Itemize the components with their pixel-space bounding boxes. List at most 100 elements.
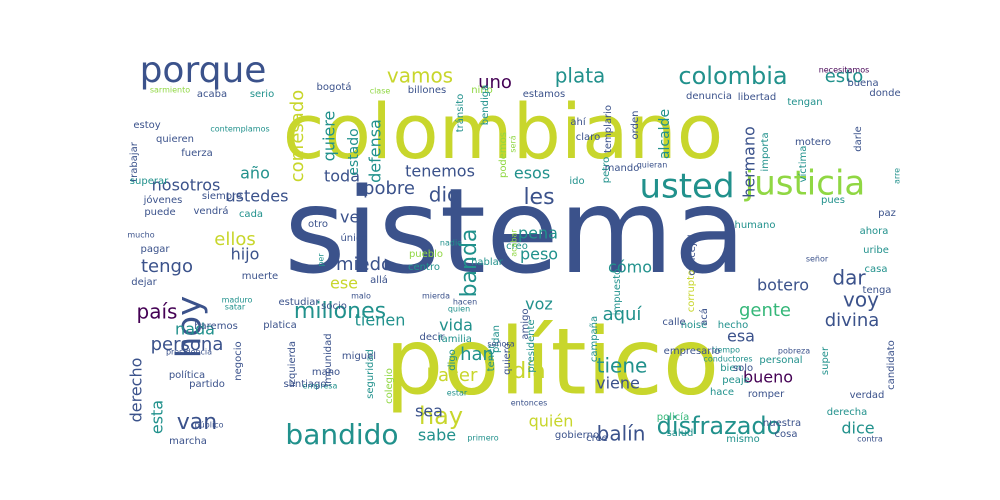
cloud-word: hacen [453,298,477,307]
cloud-word: arre [893,168,902,184]
cloud-word: gobierno [555,430,599,441]
cloud-word: nadie [440,239,462,248]
cloud-word: bendiga [480,85,491,125]
cloud-word: nada [175,320,215,339]
cloud-word: policía [657,411,689,423]
cloud-word: tengan [787,97,822,108]
cloud-word: ellos [214,229,255,250]
cloud-word: país [137,300,178,324]
cloud-word: político [385,308,719,415]
cloud-word: importa [760,132,771,171]
cloud-word: clase [370,87,391,96]
cloud-word: uribe [863,245,889,256]
cloud-word: millones [294,299,386,324]
cloud-word: bueno [743,368,793,387]
cloud-word: colombia [678,62,787,90]
cloud-word: uno [478,72,512,93]
cloud-word: haremos [194,321,238,332]
cloud-word: esa [727,327,755,346]
cloud-word: víctima [797,146,809,183]
cloud-word: bien [720,363,742,374]
cloud-word: tenga [863,285,892,296]
cloud-word: año [240,164,270,183]
cloud-word: toda [324,167,360,186]
cloud-word: pidan [491,325,502,353]
cloud-word: señora [487,340,514,349]
cloud-word: colombiano [283,87,724,176]
cloud-word: dar [832,266,866,290]
cloud-word: acabar [510,229,519,257]
cloud-word: bandido [285,418,398,450]
cloud-word: nuestra [763,418,801,429]
cloud-word: concejal [687,234,698,275]
cloud-word: calle [662,317,685,328]
cloud-word: dio [429,183,460,207]
cloud-word: creo [506,241,528,252]
cloud-word: dejar [131,277,157,288]
cloud-word: impunidad [323,333,334,386]
cloud-word: acaba [197,89,227,100]
cloud-word: cada [239,209,263,220]
cloud-word: trabajar [129,141,140,182]
cloud-word: derecho [127,358,146,423]
cloud-word: seguridad [365,349,376,399]
cloud-word: empresa [303,382,338,391]
cloud-word: denuncia [686,91,732,102]
cloud-word: tienen [355,311,406,330]
cloud-word: botero [757,276,809,295]
cloud-word: esta [148,400,167,434]
cloud-word: mismo [726,434,760,445]
cloud-word: tiene [597,354,648,378]
cloud-word: será [509,135,518,152]
cloud-word: esos [514,164,550,183]
cloud-word: balín [597,422,646,446]
cloud-word: impuesto [612,269,623,316]
cloud-word: cree [586,433,608,444]
cloud-word: cómo [608,258,652,277]
cloud-word: romper [748,389,785,400]
cloud-word: platica [263,320,297,331]
cloud-word: acá [698,308,710,326]
cloud-word: tránsito [454,94,466,133]
cloud-word: día [512,359,546,384]
cloud-word: voz [525,295,553,314]
cloud-word: partido [189,379,225,390]
cloud-word: centro [408,262,440,273]
cloud-word: humano [734,220,775,231]
word-cloud: sistema colombiano político justicia usted po… [125,50,903,450]
cloud-word: siempre [202,191,242,202]
cloud-word: personal [759,355,802,366]
cloud-word: superar [130,176,169,187]
cloud-word: banda [457,229,482,298]
cloud-word: mierda [422,292,450,301]
cloud-word: mucho [127,231,154,240]
cloud-word: templario [603,105,614,153]
cloud-word: fuerza [181,148,213,159]
cloud-word: usted [639,167,734,207]
cloud-word: socio [321,301,347,312]
cloud-word: negocio [233,341,244,380]
cloud-word: digo [447,349,458,371]
cloud-word: sea [415,402,443,421]
cloud-word: campaña [589,316,600,362]
cloud-word: quien [448,305,470,314]
cloud-word: quién [529,412,574,431]
cloud-word: tengo [141,256,193,277]
cloud-word: pues [821,195,845,206]
cloud-word: pueblo [409,249,443,260]
cloud-word: primero [467,434,498,443]
cloud-word: colegio [384,368,395,404]
cloud-word: estado [346,128,362,175]
cloud-word: voy [843,288,879,312]
cloud-word: allá [370,274,388,286]
cloud-word: petro [601,157,612,183]
cloud-word: vida [439,316,473,335]
cloud-word: jóvenes [143,194,183,206]
cloud-word: aquí [603,304,643,325]
cloud-word: nosotros [152,176,221,195]
cloud-word: contra [857,435,883,444]
cloud-word: tiempo [712,346,740,355]
cloud-word: miguel [342,351,376,362]
cloud-word: santiago [284,379,327,390]
